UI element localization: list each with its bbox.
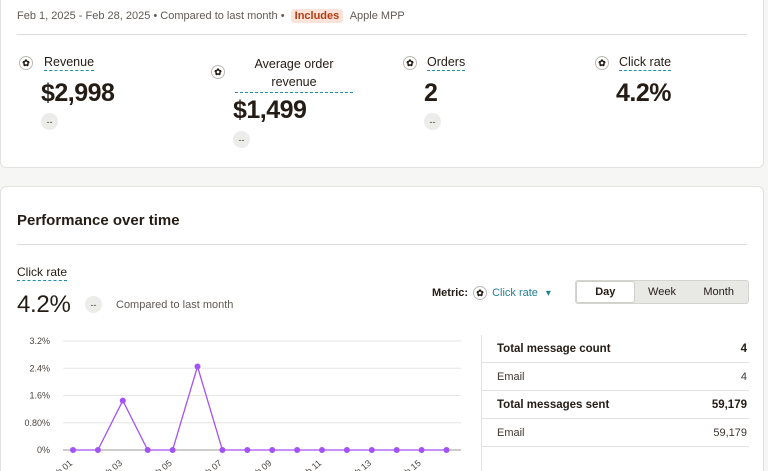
mailchimp-icon: ✿ [403, 56, 417, 70]
click-rate-chart: 3.2% 2.4% 1.6% 0.80% 0% Feb 01 Feb 03 Feb 05 Fe… [24, 336, 461, 471]
data-point[interactable] [94, 447, 101, 453]
data-point[interactable] [343, 447, 350, 453]
stat-label: Total messages sent [497, 398, 610, 411]
stat-label: Email [497, 370, 525, 383]
data-point[interactable] [144, 447, 151, 453]
data-point[interactable] [368, 447, 375, 453]
y-tick-label: 2.4% [29, 363, 50, 373]
data-point[interactable] [70, 447, 76, 453]
change-chip: -- [424, 113, 441, 130]
x-tick-label: Feb 09 [246, 458, 274, 471]
x-tick-label: Feb 07 [196, 458, 224, 471]
includes-tag: Includes [290, 9, 344, 23]
metric-value: $1,499 [233, 96, 307, 124]
data-point[interactable] [443, 447, 450, 453]
stats-panel: Total message count 4 Email 4 Total messages… [481, 335, 749, 447]
section-title: Performance over time [17, 212, 180, 229]
divider [17, 244, 747, 245]
granularity-day[interactable]: Day [577, 282, 634, 302]
summary-card: Feb 1, 2025 - Feb 28, 2025 • Compared to… [0, 0, 764, 168]
stat-value: 59,179 [711, 398, 747, 411]
data-point[interactable] [119, 397, 126, 404]
metric-value: 4.2% [616, 79, 671, 107]
x-tick-label: Feb 03 [96, 458, 124, 471]
y-tick-label: 0% [37, 445, 50, 455]
granularity-toggle: Day Week Month [575, 280, 749, 304]
data-point[interactable] [294, 447, 301, 453]
metric-label[interactable]: Click rate [619, 55, 672, 71]
includes-value: Apple MPP [349, 10, 405, 22]
data-point[interactable] [169, 447, 176, 453]
selected-metric-label[interactable]: Click rate [17, 265, 68, 281]
stat-label: Total message count [497, 342, 611, 355]
x-tick-label: Feb 15 [395, 458, 423, 471]
metric-label[interactable]: Revenue [44, 55, 95, 71]
mailchimp-icon: ✿ [595, 56, 609, 70]
x-tick-label: Feb 11 [296, 458, 323, 471]
data-point[interactable] [393, 447, 400, 453]
granularity-month[interactable]: Month [703, 286, 734, 298]
data-point[interactable] [219, 447, 226, 453]
divider [481, 335, 482, 471]
series-line [73, 364, 447, 451]
mailchimp-icon: ✿ [211, 65, 225, 79]
date-range-text: Feb 1, 2025 - Feb 28, 2025 • Compared to… [17, 10, 285, 22]
date-filter-row: Feb 1, 2025 - Feb 28, 2025 • Compared to… [17, 9, 405, 23]
selected-metric-value: 4.2% [17, 291, 71, 318]
change-chip: -- [41, 113, 58, 130]
stat-value: 4 [740, 370, 747, 383]
change-chip: -- [85, 296, 102, 313]
stat-row: Email 4 [481, 363, 749, 391]
stat-value: 59,179 [713, 426, 747, 439]
chevron-down-icon[interactable]: ▾ [545, 287, 551, 299]
stat-label: Email [497, 426, 525, 439]
performance-card: Performance over time Click rate 4.2% --… [0, 186, 764, 471]
metric-selector-label: Metric: [432, 287, 469, 299]
x-tick-label: Feb 05 [146, 458, 174, 471]
data-point[interactable] [319, 447, 325, 453]
change-chip: -- [233, 131, 250, 148]
compared-text: Compared to last month [116, 299, 234, 311]
metric-label[interactable]: Average order revenue [235, 55, 353, 93]
stat-row: Email 59,179 [481, 419, 749, 447]
mailchimp-icon: ✿ [19, 56, 33, 70]
stat-row: Total messages sent 59,179 [481, 391, 749, 419]
data-point[interactable] [418, 447, 425, 453]
metric-selector[interactable]: Metric: ✿ Click rate ▾ [432, 286, 551, 300]
divider [17, 34, 747, 35]
data-point[interactable] [269, 447, 276, 453]
granularity-week[interactable]: Week [648, 286, 676, 298]
data-point[interactable] [194, 363, 201, 370]
metric-value: 2 [424, 79, 438, 107]
metric-label[interactable]: Orders [427, 55, 466, 71]
x-tick-label: Feb 13 [345, 458, 373, 471]
y-tick-label: 1.6% [29, 391, 50, 401]
metric-selector-value[interactable]: Click rate [492, 287, 538, 299]
stat-row: Total message count 4 [481, 335, 749, 363]
metric-value: $2,998 [41, 79, 115, 107]
stat-value: 4 [740, 342, 747, 355]
y-tick-label: 0.80% [24, 418, 50, 428]
mailchimp-icon: ✿ [473, 286, 488, 300]
x-tick-label: Feb 01 [46, 458, 74, 471]
data-point[interactable] [244, 447, 251, 453]
y-tick-label: 3.2% [29, 336, 50, 346]
